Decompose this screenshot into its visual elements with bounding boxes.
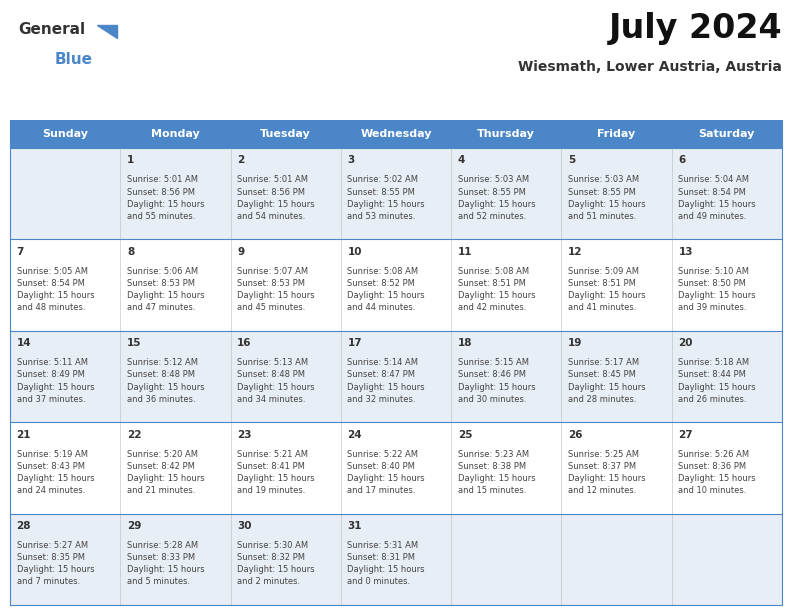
Text: 28: 28 — [17, 521, 31, 531]
Text: 1: 1 — [127, 155, 134, 165]
Text: Sunrise: 5:23 AM
Sunset: 8:38 PM
Daylight: 15 hours
and 15 minutes.: Sunrise: 5:23 AM Sunset: 8:38 PM Dayligh… — [458, 450, 535, 495]
Text: Sunrise: 5:01 AM
Sunset: 8:56 PM
Daylight: 15 hours
and 55 minutes.: Sunrise: 5:01 AM Sunset: 8:56 PM Dayligh… — [127, 176, 204, 221]
Text: 17: 17 — [348, 338, 362, 348]
Text: Sunrise: 5:08 AM
Sunset: 8:51 PM
Daylight: 15 hours
and 42 minutes.: Sunrise: 5:08 AM Sunset: 8:51 PM Dayligh… — [458, 267, 535, 312]
Text: Sunrise: 5:07 AM
Sunset: 8:53 PM
Daylight: 15 hours
and 45 minutes.: Sunrise: 5:07 AM Sunset: 8:53 PM Dayligh… — [237, 267, 314, 312]
Text: Sunrise: 5:14 AM
Sunset: 8:47 PM
Daylight: 15 hours
and 32 minutes.: Sunrise: 5:14 AM Sunset: 8:47 PM Dayligh… — [348, 358, 425, 404]
Text: Sunrise: 5:17 AM
Sunset: 8:45 PM
Daylight: 15 hours
and 28 minutes.: Sunrise: 5:17 AM Sunset: 8:45 PM Dayligh… — [568, 358, 645, 404]
Text: Sunrise: 5:13 AM
Sunset: 8:48 PM
Daylight: 15 hours
and 34 minutes.: Sunrise: 5:13 AM Sunset: 8:48 PM Dayligh… — [237, 358, 314, 404]
Text: Sunrise: 5:21 AM
Sunset: 8:41 PM
Daylight: 15 hours
and 19 minutes.: Sunrise: 5:21 AM Sunset: 8:41 PM Dayligh… — [237, 450, 314, 495]
Text: General: General — [18, 22, 85, 37]
Text: 6: 6 — [678, 155, 686, 165]
Text: 27: 27 — [678, 430, 693, 439]
Text: 13: 13 — [678, 247, 693, 256]
Text: Sunrise: 5:19 AM
Sunset: 8:43 PM
Daylight: 15 hours
and 24 minutes.: Sunrise: 5:19 AM Sunset: 8:43 PM Dayligh… — [17, 450, 94, 495]
Text: Wednesday: Wednesday — [360, 129, 432, 139]
Text: 12: 12 — [568, 247, 583, 256]
Polygon shape — [97, 25, 117, 38]
Text: 20: 20 — [678, 338, 693, 348]
Text: Sunrise: 5:27 AM
Sunset: 8:35 PM
Daylight: 15 hours
and 7 minutes.: Sunrise: 5:27 AM Sunset: 8:35 PM Dayligh… — [17, 541, 94, 586]
Bar — [10, 422, 782, 513]
Text: Sunrise: 5:05 AM
Sunset: 8:54 PM
Daylight: 15 hours
and 48 minutes.: Sunrise: 5:05 AM Sunset: 8:54 PM Dayligh… — [17, 267, 94, 312]
Text: Sunrise: 5:26 AM
Sunset: 8:36 PM
Daylight: 15 hours
and 10 minutes.: Sunrise: 5:26 AM Sunset: 8:36 PM Dayligh… — [678, 450, 756, 495]
Text: Monday: Monday — [151, 129, 200, 139]
Text: 7: 7 — [17, 247, 24, 256]
Text: Sunrise: 5:09 AM
Sunset: 8:51 PM
Daylight: 15 hours
and 41 minutes.: Sunrise: 5:09 AM Sunset: 8:51 PM Dayligh… — [568, 267, 645, 312]
Text: 9: 9 — [237, 247, 244, 256]
Text: 18: 18 — [458, 338, 472, 348]
Text: 4: 4 — [458, 155, 465, 165]
Text: 5: 5 — [568, 155, 575, 165]
Text: Sunrise: 5:11 AM
Sunset: 8:49 PM
Daylight: 15 hours
and 37 minutes.: Sunrise: 5:11 AM Sunset: 8:49 PM Dayligh… — [17, 358, 94, 404]
Text: Saturday: Saturday — [699, 129, 755, 139]
Text: Sunrise: 5:10 AM
Sunset: 8:50 PM
Daylight: 15 hours
and 39 minutes.: Sunrise: 5:10 AM Sunset: 8:50 PM Dayligh… — [678, 267, 756, 312]
Text: 3: 3 — [348, 155, 355, 165]
Text: Sunrise: 5:25 AM
Sunset: 8:37 PM
Daylight: 15 hours
and 12 minutes.: Sunrise: 5:25 AM Sunset: 8:37 PM Dayligh… — [568, 450, 645, 495]
Text: Sunrise: 5:01 AM
Sunset: 8:56 PM
Daylight: 15 hours
and 54 minutes.: Sunrise: 5:01 AM Sunset: 8:56 PM Dayligh… — [237, 176, 314, 221]
Text: Tuesday: Tuesday — [261, 129, 311, 139]
Text: 23: 23 — [237, 430, 252, 439]
Text: July 2024: July 2024 — [608, 12, 782, 45]
Text: Sunrise: 5:31 AM
Sunset: 8:31 PM
Daylight: 15 hours
and 0 minutes.: Sunrise: 5:31 AM Sunset: 8:31 PM Dayligh… — [348, 541, 425, 586]
Text: 10: 10 — [348, 247, 362, 256]
Text: Wiesmath, Lower Austria, Austria: Wiesmath, Lower Austria, Austria — [518, 60, 782, 74]
Text: 29: 29 — [127, 521, 141, 531]
Text: 22: 22 — [127, 430, 142, 439]
Text: 24: 24 — [348, 430, 362, 439]
Text: 14: 14 — [17, 338, 31, 348]
Text: 2: 2 — [237, 155, 245, 165]
Text: Sunrise: 5:04 AM
Sunset: 8:54 PM
Daylight: 15 hours
and 49 minutes.: Sunrise: 5:04 AM Sunset: 8:54 PM Dayligh… — [678, 176, 756, 221]
Text: Sunrise: 5:28 AM
Sunset: 8:33 PM
Daylight: 15 hours
and 5 minutes.: Sunrise: 5:28 AM Sunset: 8:33 PM Dayligh… — [127, 541, 204, 586]
Bar — [10, 120, 782, 148]
Text: Sunrise: 5:12 AM
Sunset: 8:48 PM
Daylight: 15 hours
and 36 minutes.: Sunrise: 5:12 AM Sunset: 8:48 PM Dayligh… — [127, 358, 204, 404]
Bar — [10, 148, 782, 239]
Text: Friday: Friday — [597, 129, 636, 139]
Text: Sunrise: 5:30 AM
Sunset: 8:32 PM
Daylight: 15 hours
and 2 minutes.: Sunrise: 5:30 AM Sunset: 8:32 PM Dayligh… — [237, 541, 314, 586]
Text: Sunrise: 5:03 AM
Sunset: 8:55 PM
Daylight: 15 hours
and 51 minutes.: Sunrise: 5:03 AM Sunset: 8:55 PM Dayligh… — [568, 176, 645, 221]
Bar — [10, 513, 782, 605]
Text: Sunrise: 5:03 AM
Sunset: 8:55 PM
Daylight: 15 hours
and 52 minutes.: Sunrise: 5:03 AM Sunset: 8:55 PM Dayligh… — [458, 176, 535, 221]
Text: Sunday: Sunday — [42, 129, 88, 139]
Text: 31: 31 — [348, 521, 362, 531]
Text: Sunrise: 5:06 AM
Sunset: 8:53 PM
Daylight: 15 hours
and 47 minutes.: Sunrise: 5:06 AM Sunset: 8:53 PM Dayligh… — [127, 267, 204, 312]
Text: 26: 26 — [568, 430, 583, 439]
Bar — [10, 239, 782, 331]
Text: Sunrise: 5:02 AM
Sunset: 8:55 PM
Daylight: 15 hours
and 53 minutes.: Sunrise: 5:02 AM Sunset: 8:55 PM Dayligh… — [348, 176, 425, 221]
Text: Sunrise: 5:20 AM
Sunset: 8:42 PM
Daylight: 15 hours
and 21 minutes.: Sunrise: 5:20 AM Sunset: 8:42 PM Dayligh… — [127, 450, 204, 495]
Text: 21: 21 — [17, 430, 31, 439]
Text: 25: 25 — [458, 430, 472, 439]
Text: Blue: Blue — [55, 52, 93, 67]
Text: 15: 15 — [127, 338, 142, 348]
Text: Sunrise: 5:08 AM
Sunset: 8:52 PM
Daylight: 15 hours
and 44 minutes.: Sunrise: 5:08 AM Sunset: 8:52 PM Dayligh… — [348, 267, 425, 312]
Text: 8: 8 — [127, 247, 134, 256]
Text: Sunrise: 5:18 AM
Sunset: 8:44 PM
Daylight: 15 hours
and 26 minutes.: Sunrise: 5:18 AM Sunset: 8:44 PM Dayligh… — [678, 358, 756, 404]
Text: 19: 19 — [568, 338, 582, 348]
Text: 30: 30 — [237, 521, 252, 531]
Text: Sunrise: 5:15 AM
Sunset: 8:46 PM
Daylight: 15 hours
and 30 minutes.: Sunrise: 5:15 AM Sunset: 8:46 PM Dayligh… — [458, 358, 535, 404]
Bar — [10, 331, 782, 422]
Text: Sunrise: 5:22 AM
Sunset: 8:40 PM
Daylight: 15 hours
and 17 minutes.: Sunrise: 5:22 AM Sunset: 8:40 PM Dayligh… — [348, 450, 425, 495]
Text: Thursday: Thursday — [478, 129, 535, 139]
Text: 16: 16 — [237, 338, 252, 348]
Text: 11: 11 — [458, 247, 472, 256]
